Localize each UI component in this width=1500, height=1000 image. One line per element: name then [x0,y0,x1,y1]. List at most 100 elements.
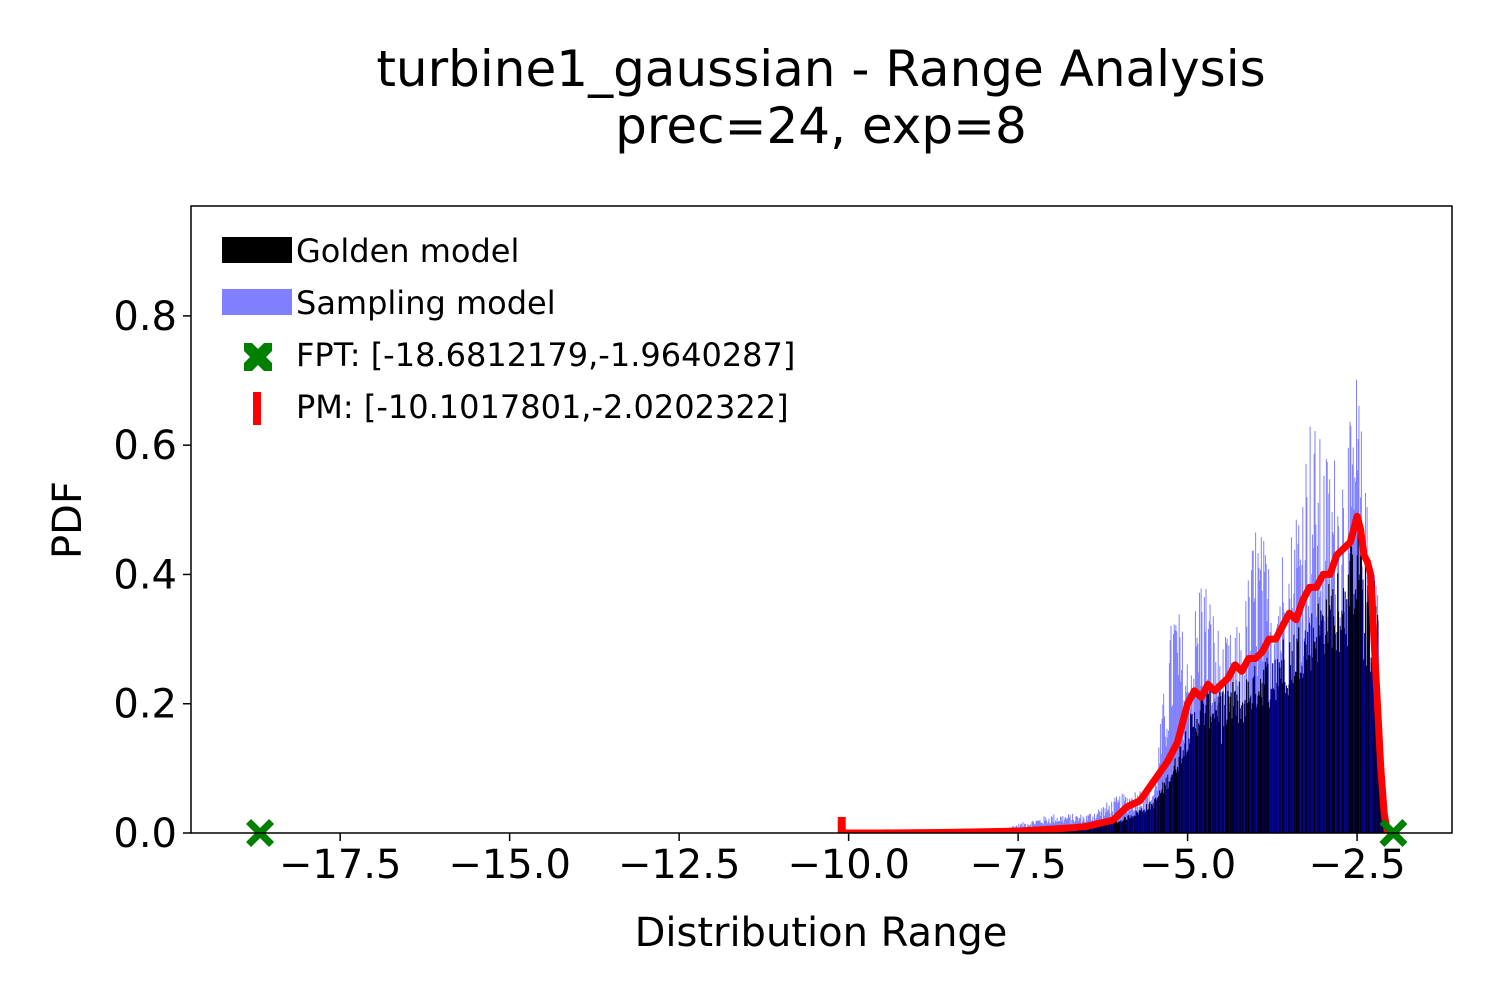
golden-bar-edge [1281,683,1283,833]
sampling-bar [1168,663,1170,833]
golden-bar-edge [1298,627,1300,833]
golden-bar [1188,738,1190,833]
golden-bar-edge [1111,822,1112,833]
golden-bar [1255,707,1257,833]
sampling-bar [1124,797,1126,833]
sampling-bar [1053,814,1055,833]
golden-bar [1164,785,1166,833]
golden-bar [1112,820,1114,833]
golden-bar [1147,809,1149,833]
golden-bar [1223,726,1225,833]
golden-bar-edge [1226,719,1228,833]
golden-bar [1270,688,1272,833]
golden-bar-edge [1319,635,1321,833]
chart-title-line-1: turbine1_gaussian - Range Analysis [376,40,1265,98]
golden-bar-edge [1331,648,1333,833]
golden-bar [1372,606,1374,833]
golden-bar [1243,703,1245,833]
golden-bar [1157,797,1159,833]
golden-bar [1304,630,1306,833]
golden-bar [1207,692,1209,833]
golden-bar-edge [1098,824,1100,833]
golden-bar-edge [1106,823,1108,833]
golden-bar [1090,827,1092,833]
golden-bar-edge [1117,822,1119,833]
golden-bar-edge [1146,810,1148,833]
golden-bar [1335,650,1337,833]
golden-bar [1369,607,1371,833]
sampling-bar [1043,816,1045,833]
golden-bar-edge [1113,822,1115,833]
golden-bar [1153,808,1155,833]
golden-bar-edge [1295,672,1297,833]
golden-bar [1344,591,1346,833]
golden-bar-edge [1351,554,1353,833]
golden-bar-edge [1347,574,1349,833]
sampling-bar [1172,634,1174,833]
golden-bar [1324,654,1326,833]
sampling-bar [1173,624,1175,833]
golden-bar-edge [1217,696,1219,833]
golden-bar-edge [1154,799,1156,833]
golden-bar-edge [1201,696,1203,833]
golden-bar-edge [1309,655,1311,833]
golden-bar-edge [1159,793,1161,833]
golden-bar-edge [1155,797,1156,833]
golden-bar [1365,665,1367,833]
golden-bar [1220,696,1222,833]
golden-bar-edge [1098,825,1099,833]
golden-bar-edge [1222,691,1224,833]
golden-bar [1275,700,1277,833]
golden-bar-edge [1123,819,1125,833]
golden-bar [1193,726,1195,833]
golden-bar-edge [1219,691,1221,833]
golden-bar [1315,648,1317,833]
legend-label-golden: Golden model [296,232,519,270]
golden-bar [1241,705,1243,833]
golden-bar [1143,809,1145,833]
golden-bar [1172,774,1174,833]
golden-bar-edge [1288,684,1290,833]
golden-bar-edge [1101,824,1103,833]
sampling-bar [1169,640,1171,833]
golden-bar-edge [1264,684,1265,833]
golden-bar [1292,682,1294,833]
golden-bar [1199,710,1201,833]
sampling-bar [1172,704,1174,833]
golden-bar [1127,815,1129,833]
golden-bar [1348,606,1350,833]
golden-bar [1277,686,1279,833]
golden-bar-edge [1124,817,1126,833]
golden-bar [1312,627,1314,833]
sampling-bar [1314,431,1316,833]
chart-title: turbine1_gaussian - Range Analysis prec=… [376,40,1265,155]
golden-bar-edge [1234,690,1236,833]
golden-bar-edge [1186,751,1188,833]
golden-bar [1096,825,1098,833]
golden-bar-edge [1175,769,1177,833]
golden-bar-edge [1360,555,1361,833]
golden-bar [1308,622,1310,833]
golden-bar [1095,824,1097,833]
golden-bar-edge [1232,682,1234,833]
golden-bar [1099,825,1101,833]
plot-frame [190,205,1453,834]
golden-bar [1166,789,1168,833]
sampling-bar [1181,669,1183,833]
sampling-bar [1170,625,1172,833]
pm-series-line [841,512,1392,833]
golden-bar [1281,660,1283,833]
golden-bar [1167,774,1169,833]
sampling-bar [1131,797,1133,833]
golden-bar-edge [1114,821,1116,833]
golden-bar-edge [1358,580,1360,833]
x-tick-label: −17.5 [279,842,402,888]
golden-bar-edge [1209,687,1211,833]
golden-bar-edge [1102,823,1104,833]
golden-bar-edge [1225,724,1227,833]
golden-bar [1233,691,1235,833]
golden-bar-edge [1212,713,1214,833]
golden-bar-edge [1337,573,1339,833]
golden-bar [1310,670,1312,833]
golden-bar-edge [1314,641,1316,833]
